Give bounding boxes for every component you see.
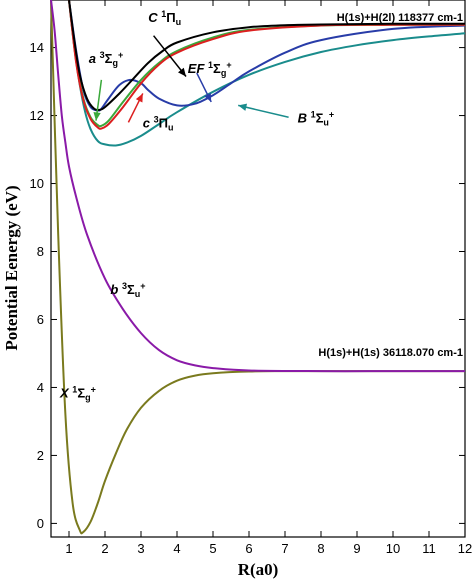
y-tick-label: 8 xyxy=(37,244,44,259)
arrow-line xyxy=(238,104,289,118)
annotation-arrows xyxy=(93,35,289,123)
x-tick-label: 9 xyxy=(353,541,360,556)
y-tick-label: 0 xyxy=(37,516,44,531)
curves xyxy=(50,0,466,535)
upper-dissociation-label: H(1s)+H(2l) 118377 cm-1 xyxy=(337,12,463,24)
state-label: a 3Σg+ xyxy=(89,50,123,68)
y-axis-title: Potential Eenergy (eV) xyxy=(2,185,21,350)
state-label: X 1Σg+ xyxy=(59,385,96,403)
arrow-head xyxy=(135,93,143,103)
state-label: C 1Πu xyxy=(148,9,181,27)
state-label: b 3Σu+ xyxy=(110,281,145,299)
arrow-head xyxy=(238,103,248,111)
x-tick-label: 11 xyxy=(422,541,436,556)
x-tick-label: 2 xyxy=(101,541,108,556)
series-line-6 xyxy=(68,0,466,112)
series-line-2 xyxy=(68,0,466,147)
arrow-head xyxy=(178,67,186,77)
state-label: EF 1Σg+ xyxy=(188,60,232,78)
x-tick-label: 8 xyxy=(317,541,324,556)
x-axis-title: R(a0) xyxy=(238,560,279,579)
state-labels: C 1Πu a 3Σg+ EF 1Σg+ c 3Πu B 1Σu+ b 3Σu+ X 1Σg… xyxy=(59,9,334,403)
y-tick-label: 4 xyxy=(37,380,44,395)
state-label: B 1Σu+ xyxy=(298,109,335,127)
x-tick-label: 1 xyxy=(65,541,72,556)
y-tick-label: 14 xyxy=(30,40,44,55)
state-label: c 3Πu xyxy=(143,114,174,132)
x-tick-label: 10 xyxy=(386,541,400,556)
y-tick-label: 10 xyxy=(30,176,44,191)
arrow-head xyxy=(204,92,212,102)
series-line-1 xyxy=(50,0,465,373)
x-tick-label: 6 xyxy=(245,541,252,556)
plot-frame xyxy=(50,0,466,538)
x-tick-label: 5 xyxy=(209,541,216,556)
x-tick-label: 12 xyxy=(458,541,472,556)
x-tick-label: 3 xyxy=(137,541,144,556)
series-line-3 xyxy=(68,0,466,112)
y-tick-label: 2 xyxy=(37,448,44,463)
lower-dissociation-label: H(1s)+H(1s) 36118.070 cm-1 xyxy=(318,347,463,359)
x-tick-label: 4 xyxy=(173,541,180,556)
y-tick-label: 6 xyxy=(37,312,44,327)
arrow-line xyxy=(153,35,187,77)
x-tick-label: 7 xyxy=(281,541,288,556)
arrow-head xyxy=(93,112,101,121)
series-line-5 xyxy=(68,0,466,130)
y-tick-label: 12 xyxy=(30,108,44,123)
